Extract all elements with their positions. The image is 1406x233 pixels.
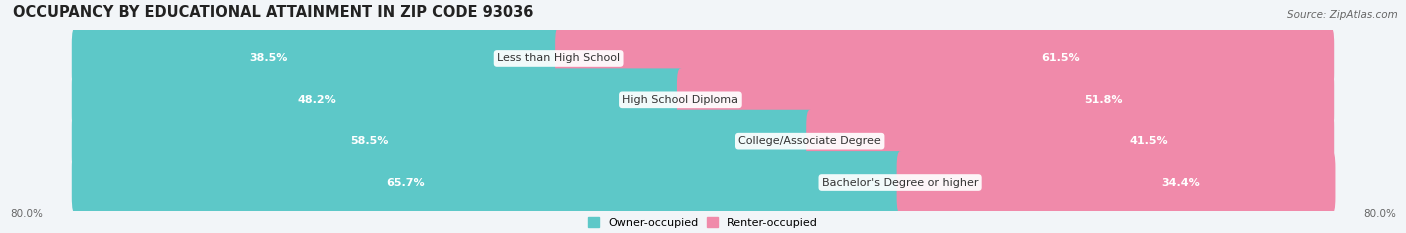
Text: High School Diploma: High School Diploma <box>623 95 738 105</box>
FancyBboxPatch shape <box>72 27 1334 90</box>
Text: 80.0%: 80.0% <box>1364 209 1396 219</box>
Text: College/Associate Degree: College/Associate Degree <box>738 136 882 146</box>
Text: 38.5%: 38.5% <box>249 53 288 63</box>
FancyBboxPatch shape <box>897 151 1336 214</box>
Text: Source: ZipAtlas.com: Source: ZipAtlas.com <box>1286 10 1398 21</box>
Text: 41.5%: 41.5% <box>1129 136 1167 146</box>
Text: 34.4%: 34.4% <box>1161 178 1201 188</box>
FancyBboxPatch shape <box>72 27 562 90</box>
FancyBboxPatch shape <box>72 69 1334 131</box>
Text: Less than High School: Less than High School <box>498 53 620 63</box>
FancyBboxPatch shape <box>72 151 904 214</box>
Text: 65.7%: 65.7% <box>385 178 425 188</box>
Text: 80.0%: 80.0% <box>10 209 42 219</box>
FancyBboxPatch shape <box>555 27 1334 90</box>
Text: OCCUPANCY BY EDUCATIONAL ATTAINMENT IN ZIP CODE 93036: OCCUPANCY BY EDUCATIONAL ATTAINMENT IN Z… <box>13 5 533 21</box>
Text: 51.8%: 51.8% <box>1084 95 1122 105</box>
FancyBboxPatch shape <box>72 110 1334 173</box>
FancyBboxPatch shape <box>72 151 1334 214</box>
Text: 48.2%: 48.2% <box>298 95 336 105</box>
Text: 61.5%: 61.5% <box>1042 53 1080 63</box>
FancyBboxPatch shape <box>72 110 813 173</box>
Text: Bachelor's Degree or higher: Bachelor's Degree or higher <box>823 178 979 188</box>
FancyBboxPatch shape <box>676 69 1334 131</box>
FancyBboxPatch shape <box>72 69 683 131</box>
Text: 58.5%: 58.5% <box>350 136 388 146</box>
FancyBboxPatch shape <box>806 110 1334 173</box>
Legend: Owner-occupied, Renter-occupied: Owner-occupied, Renter-occupied <box>588 217 818 228</box>
